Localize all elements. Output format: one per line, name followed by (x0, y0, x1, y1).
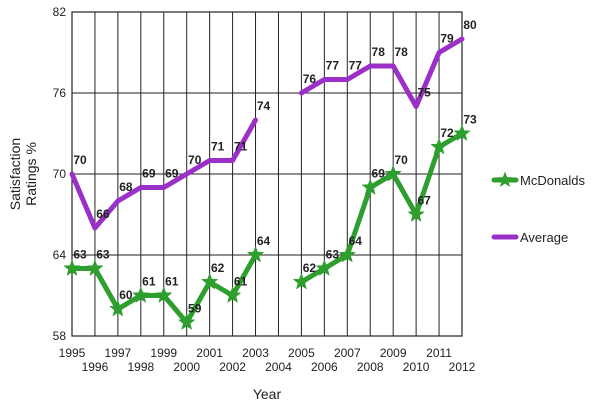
x-tick-label: 1998 (127, 360, 154, 374)
data-label: 63 (326, 248, 340, 262)
y-tick-label: 82 (53, 5, 67, 19)
series-point-star (338, 245, 357, 263)
data-label: 64 (257, 234, 271, 248)
y-axis-title: SatisfactionRatings % (7, 138, 39, 210)
x-tick-label: 2005 (288, 346, 315, 360)
data-label: 68 (119, 180, 133, 194)
x-tick-label: 2002 (219, 360, 246, 374)
legend-label: Average (520, 230, 568, 245)
legend-swatch-star (496, 171, 514, 187)
data-label: 59 (188, 302, 202, 316)
series-point-star (292, 272, 311, 290)
series-point-star (155, 286, 173, 303)
data-label: 72 (440, 126, 454, 140)
x-tick-label: 2000 (173, 360, 200, 374)
data-label: 61 (165, 275, 179, 289)
data-label: 78 (394, 45, 408, 59)
data-label: 70 (188, 153, 202, 167)
x-tick-label: 2008 (357, 360, 384, 374)
x-tick-label: 2006 (311, 360, 338, 374)
series-point-star (315, 259, 334, 276)
data-label: 64 (349, 234, 363, 248)
x-tick-label: 2012 (449, 360, 476, 374)
y-tick-label: 70 (53, 167, 67, 181)
data-labels: 63 63 60 61 61 59 62 61 64 62 63 64 69 70 67 72 73 70 66 68… (73, 18, 477, 316)
data-label: 73 (463, 113, 477, 127)
series-point-star (200, 272, 219, 290)
legend-label: McDonalds (520, 173, 586, 188)
data-label: 62 (303, 261, 317, 275)
data-label: 70 (394, 153, 408, 167)
data-label: 71 (234, 140, 248, 154)
data-label: 80 (463, 18, 477, 32)
series-point-star (361, 178, 379, 195)
data-label: 77 (326, 59, 340, 73)
series-line-average (69, 117, 259, 231)
series-point-star (430, 137, 448, 155)
series-point-star (384, 164, 402, 182)
data-label: 62 (211, 261, 225, 275)
x-tick-label: 2007 (334, 346, 361, 360)
x-axis-ticks: 1995199619971998199920002001200220032004… (59, 346, 476, 374)
series-point-star (132, 286, 150, 303)
series-line-average (298, 36, 465, 109)
data-label: 77 (349, 59, 363, 73)
data-label: 67 (417, 194, 431, 208)
x-tick-label: 2001 (196, 346, 223, 360)
data-label: 79 (440, 32, 454, 46)
x-tick-label: 2011 (426, 346, 452, 360)
data-label: 78 (372, 45, 386, 59)
x-tick-label: 2003 (242, 346, 269, 360)
data-label: 63 (73, 248, 87, 262)
series-layer (63, 36, 471, 330)
series-point-star (223, 286, 242, 303)
series-point-star (86, 259, 104, 276)
data-label: 76 (303, 72, 317, 86)
x-axis-title: Year (253, 386, 282, 402)
series-point-star (109, 299, 127, 317)
data-label: 60 (119, 288, 133, 302)
x-tick-label: 2009 (380, 346, 407, 360)
y-tick-label: 58 (53, 329, 67, 343)
y-tick-label: 64 (53, 248, 67, 262)
data-label: 71 (211, 140, 225, 154)
data-label: 74 (257, 99, 271, 113)
series-point-star (177, 313, 196, 330)
x-tick-label: 1999 (150, 346, 177, 360)
data-label: 70 (73, 153, 87, 167)
data-label: 63 (96, 248, 110, 262)
data-label: 69 (372, 167, 386, 181)
series-point-star (246, 245, 265, 263)
data-label: 75 (417, 86, 431, 100)
x-tick-label: 1995 (59, 346, 86, 360)
data-label: 69 (165, 167, 179, 181)
data-label: 61 (142, 275, 156, 289)
x-tick-label: 1996 (82, 360, 109, 374)
data-label: 61 (234, 275, 248, 289)
y-tick-label: 76 (53, 86, 67, 100)
x-tick-label: 1997 (105, 346, 132, 360)
data-label: 66 (96, 207, 110, 221)
series-point-star (453, 124, 471, 141)
legend: McDonalds Average (491, 171, 586, 245)
x-tick-label: 2010 (403, 360, 430, 374)
series-point-star (63, 259, 81, 276)
series-point-star (407, 205, 425, 222)
y-axis-ticks: 58 64 70 76 82 (53, 5, 67, 343)
data-label: 69 (142, 167, 156, 181)
x-tick-label: 2004 (265, 360, 292, 374)
